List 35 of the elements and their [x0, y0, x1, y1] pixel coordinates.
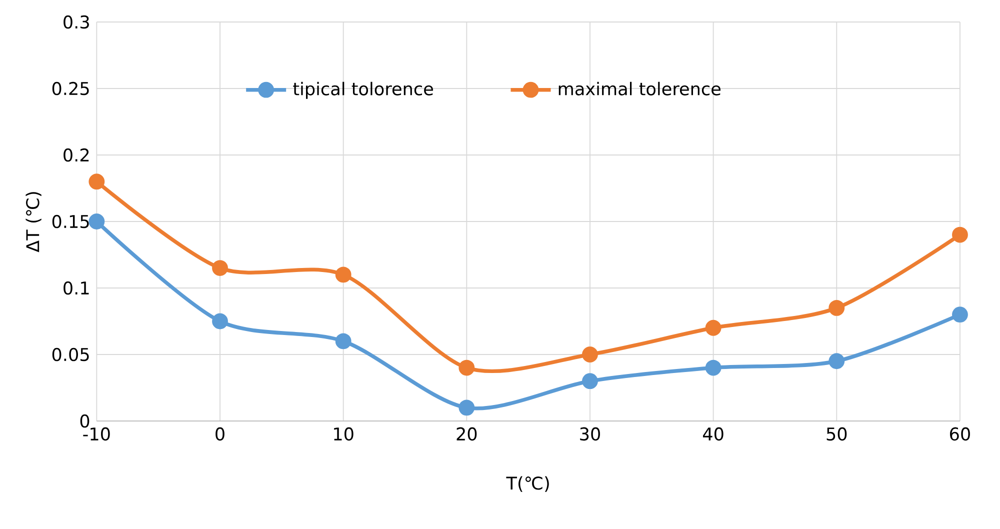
x-tick-label: 50 [826, 427, 847, 441]
y-tick-label: 0.25 [52, 82, 89, 96]
point [335, 266, 352, 283]
point [458, 400, 475, 416]
point [212, 313, 228, 330]
point [335, 333, 352, 350]
y-tick-label: 0.15 [52, 214, 89, 228]
x-tick-label: 20 [456, 427, 477, 441]
y-tick-label: 0.1 [64, 281, 89, 295]
point [582, 373, 598, 390]
point [828, 300, 845, 316]
point [458, 360, 475, 376]
legend-label: maximal tolerence [558, 82, 720, 96]
x-tick-label: 10 [334, 427, 354, 441]
point [828, 353, 845, 370]
point [582, 346, 598, 362]
x-tick-label: 60 [950, 427, 970, 441]
x-tick-label: 0 [216, 427, 224, 441]
point [952, 306, 968, 323]
x-axis-title: T(℃) [506, 476, 549, 492]
x-tick-label: -10 [83, 427, 110, 441]
legend-label: tipical tolorence [293, 82, 433, 99]
y-tick-label: 0.05 [52, 348, 89, 362]
point [705, 360, 722, 376]
y-tick-label: 0.3 [64, 15, 89, 29]
point [705, 320, 722, 336]
x-tick-label: 40 [702, 427, 724, 441]
point [88, 214, 105, 230]
y-tick-label: 0.2 [64, 148, 89, 162]
point [952, 226, 968, 243]
point [212, 260, 228, 276]
y-tick-label: 0 [80, 414, 90, 428]
y-axis-title: ΔT (℃) [26, 192, 42, 252]
x-tick-label: 30 [580, 427, 600, 441]
point [88, 174, 105, 190]
